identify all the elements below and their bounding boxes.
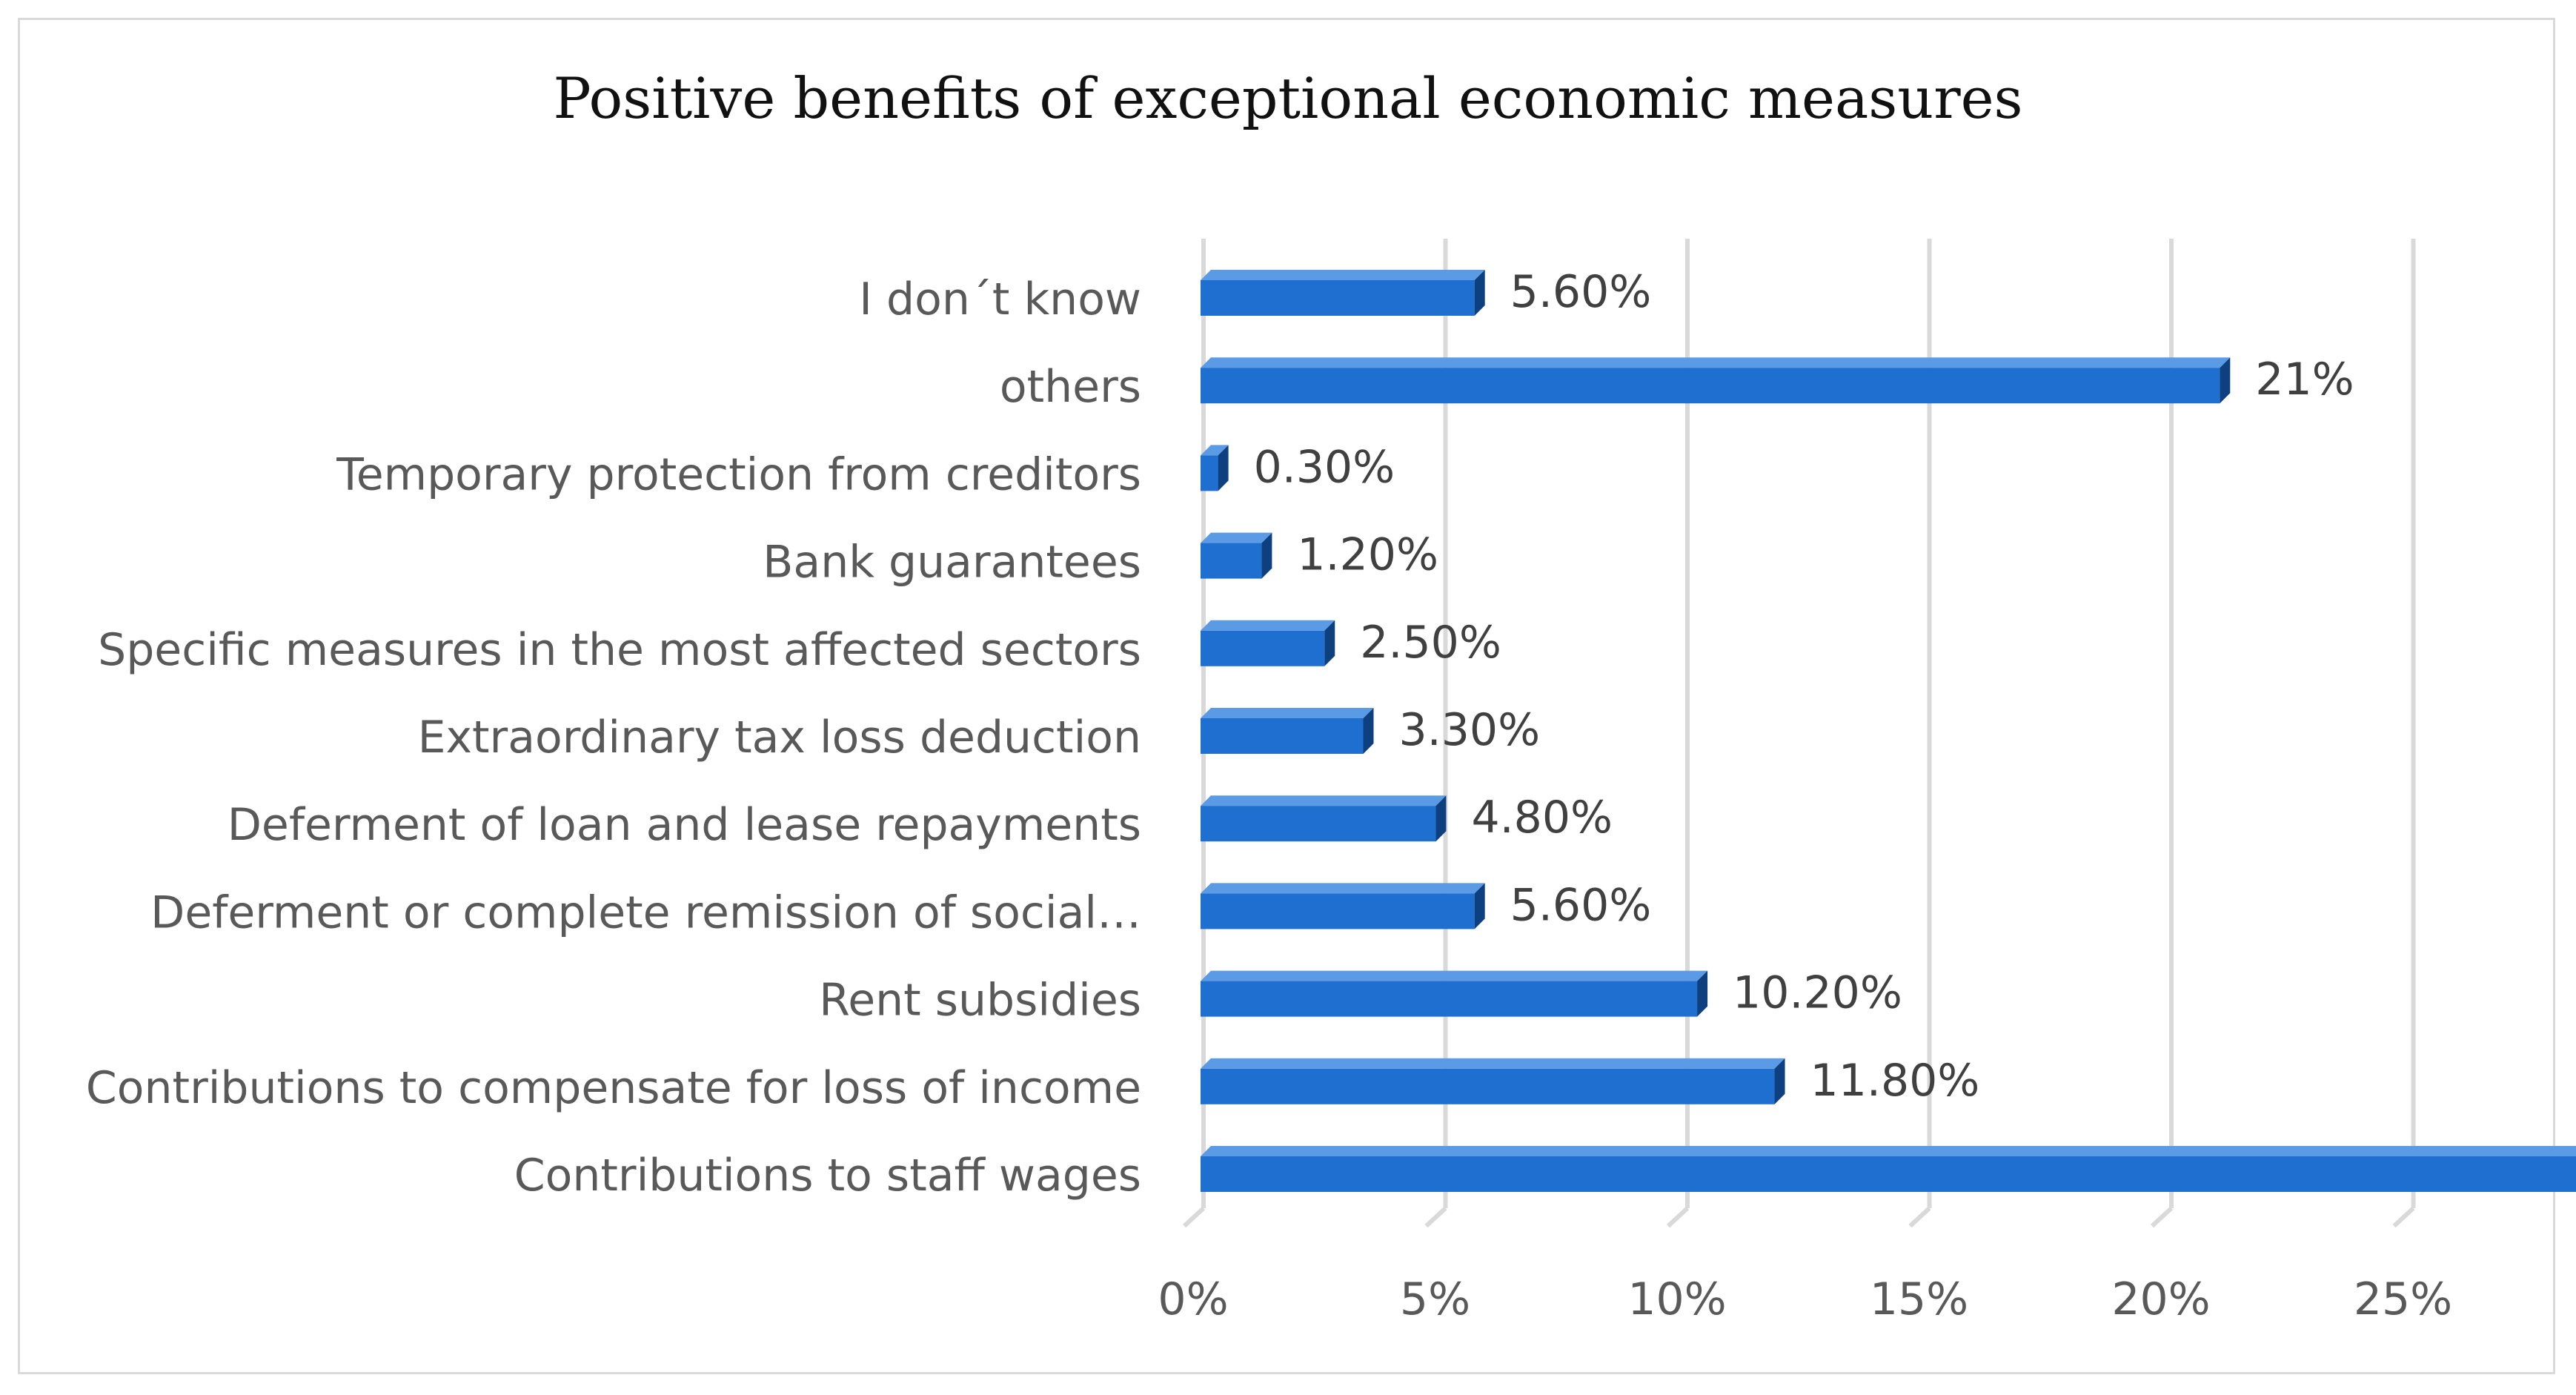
- category-label: Contributions to staff wages: [514, 1150, 1141, 1202]
- bar-top-face: [1201, 532, 1272, 543]
- bar: [1201, 718, 1364, 754]
- bar: [1201, 806, 1436, 842]
- x-tick-label: 0%: [1158, 1273, 1228, 1325]
- bar-top-face: [1201, 970, 1708, 981]
- x-tick-label: 25%: [2354, 1273, 2452, 1325]
- category-label: I don´t know: [859, 274, 1141, 325]
- category-label: Deferment of loan and lease repayments: [228, 799, 1141, 851]
- data-label: 1.20%: [1297, 529, 1438, 581]
- labels: 0%5%10%15%20%25%30%35%Contributions to s…: [86, 266, 2452, 1325]
- category-label: Extraordinary tax loss deduction: [418, 712, 1141, 763]
- bar: [1201, 368, 2220, 404]
- bar-side-face: [1474, 270, 1485, 316]
- bar-top-face: [1201, 270, 1485, 280]
- x-tick-label: 5%: [1400, 1273, 1470, 1325]
- bar-side-face: [1697, 970, 1708, 1017]
- category-label: Rent subsidies: [819, 975, 1141, 1027]
- gridline-foot-25: [2392, 1206, 2415, 1228]
- bar-top-face: [1201, 620, 1335, 631]
- data-label: 2.50%: [1360, 617, 1501, 669]
- category-label: others: [1000, 361, 1141, 413]
- bar: [1201, 455, 1218, 491]
- gridline-foot-0: [1182, 1206, 1206, 1228]
- category-label: Contributions to compensate for loss of …: [86, 1062, 1141, 1114]
- category-label: Specific measures in the most affected s…: [98, 624, 1141, 676]
- data-label: 0.30%: [1254, 441, 1395, 493]
- category-label: Bank guarantees: [763, 537, 1141, 589]
- bar-top-face: [1201, 1146, 2576, 1156]
- bar-side-face: [2220, 357, 2231, 404]
- bar-top-face: [1201, 445, 1229, 456]
- bar: [1201, 893, 1475, 930]
- bar-side-face: [1324, 620, 1335, 666]
- data-label: 4.80%: [1471, 792, 1613, 844]
- x-tick-label: 20%: [2111, 1273, 2210, 1325]
- category-label: Temporary protection from creditors: [336, 448, 1141, 500]
- bar-side-face: [1218, 445, 1229, 491]
- data-label: 3.30%: [1398, 704, 1540, 756]
- category-label: Deferment or complete remission of socia…: [150, 887, 1141, 938]
- data-label: 5.60%: [1510, 879, 1652, 931]
- bar-side-face: [1363, 708, 1374, 754]
- bar-side-face: [1435, 795, 1447, 842]
- bar: [1201, 280, 1475, 316]
- bar-top-face: [1201, 883, 1485, 894]
- bar: [1201, 1156, 2576, 1192]
- bar-side-face: [1774, 1058, 1785, 1104]
- bar: [1201, 981, 1698, 1017]
- x-tick-label: 15%: [1870, 1273, 1968, 1325]
- bar: [1201, 543, 1262, 579]
- bar-top-face: [1201, 795, 1447, 806]
- gridline-foot-5: [1424, 1206, 1447, 1228]
- chart-title: Positive benefits of exceptional economi…: [553, 65, 2023, 131]
- bar-side-face: [1261, 532, 1272, 579]
- bar-side-face: [1474, 883, 1485, 930]
- x-tick-label: 10%: [1627, 1273, 1726, 1325]
- bars: [1201, 270, 2576, 1192]
- data-label: 11.80%: [1810, 1055, 1980, 1107]
- gridline-foot-20: [2150, 1206, 2174, 1228]
- bar: [1201, 630, 1325, 666]
- bar: [1201, 1068, 1775, 1104]
- data-label: 10.20%: [1733, 967, 1902, 1019]
- data-label: 21%: [2255, 354, 2354, 405]
- gridline-foot-10: [1666, 1206, 1690, 1228]
- bar-top-face: [1201, 357, 2231, 368]
- bar-top-face: [1201, 708, 1374, 718]
- data-label: 5.60%: [1510, 266, 1652, 318]
- gridline-foot-15: [1908, 1206, 1931, 1228]
- bar-top-face: [1201, 1058, 1785, 1069]
